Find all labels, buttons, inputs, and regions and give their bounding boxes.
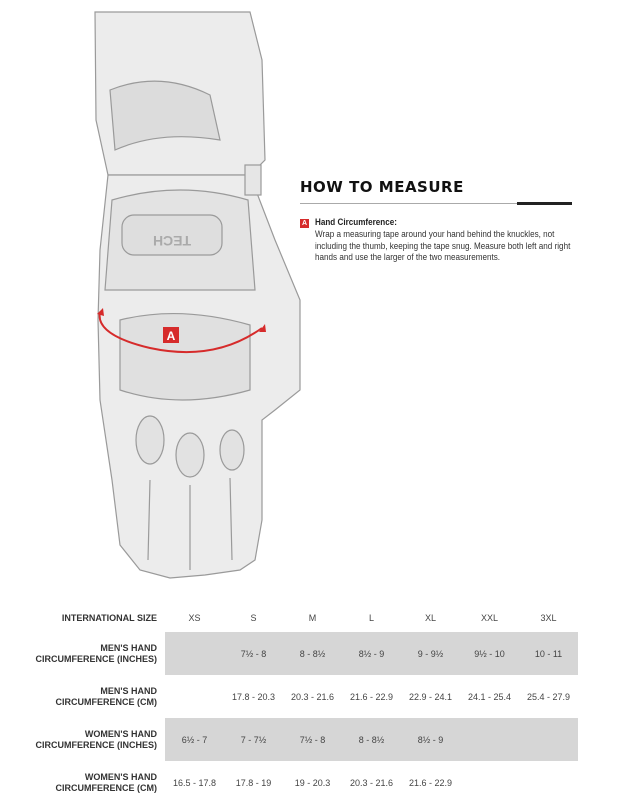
row-label-line: CIRCUMFERENCE (CM)	[55, 696, 158, 707]
table-cell	[460, 761, 519, 800]
size-header: S	[250, 613, 257, 623]
glove-illustration: A TECH	[94, 11, 301, 579]
table-cell: 8 - 8½	[342, 718, 401, 761]
table-cell: 19 - 20.3	[294, 777, 331, 788]
table-cell	[165, 632, 224, 675]
table-cell: 22.9 - 24.1	[408, 691, 453, 702]
table-row: MEN'S HAND CIRCUMFERENCE (CM) 17.8 - 20.3 2…	[0, 675, 578, 718]
row-label-line: CIRCUMFERENCE (CM)	[55, 782, 158, 793]
table-row: WOMEN'S HAND CIRCUMFERENCE (INCHES) 6½ - 7…	[0, 718, 578, 761]
table-cell	[165, 675, 224, 718]
table-cell: 10 - 11	[519, 632, 578, 675]
row-label: MEN'S HAND CIRCUMFERENCE (CM)	[0, 675, 165, 718]
table-header-row: INTERNATIONAL SIZE XS S M L XL XXL 3XL	[0, 604, 578, 632]
table-cell: 21.6 - 22.9	[408, 777, 453, 788]
marker-a-label: A	[167, 329, 176, 343]
table-cell: 7½ - 8	[283, 718, 342, 761]
table-cell: 6½ - 7	[165, 718, 224, 761]
table-cell: 8 - 8½	[283, 632, 342, 675]
table-cell: 7 - 7½	[224, 718, 283, 761]
table-cell: 20.3 - 21.6	[349, 777, 394, 788]
table-cell: 20.3 - 21.6	[290, 691, 335, 702]
row-label: WOMEN'S HAND CIRCUMFERENCE (INCHES)	[0, 718, 165, 761]
row-label: MEN'S HAND CIRCUMFERENCE (INCHES)	[0, 632, 165, 675]
section-title: HOW TO MEASURE	[300, 178, 464, 196]
instruction-body: Wrap a measuring tape around your hand b…	[315, 229, 571, 262]
marker-a	[163, 327, 179, 343]
row-label-line: WOMEN'S HAND	[84, 728, 157, 739]
row-label-line: MEN'S HAND	[100, 685, 157, 696]
table-cell: 24.1 - 25.4	[467, 691, 512, 702]
table-cell: 8½ - 9	[401, 718, 460, 761]
row-label-line: CIRCUMFERENCE (INCHES)	[35, 653, 158, 664]
table-row: WOMEN'S HAND CIRCUMFERENCE (CM) 16.5 - 17.…	[0, 761, 578, 800]
table-cell: 17.8 - 19	[235, 777, 272, 788]
table-cell: 7½ - 8	[224, 632, 283, 675]
size-header: M	[308, 613, 317, 623]
size-header: 3XL	[540, 613, 557, 623]
size-header: XS	[188, 613, 201, 623]
size-table: INTERNATIONAL SIZE XS S M L XL XXL 3XL M…	[0, 604, 578, 800]
row-label-line: MEN'S HAND	[100, 642, 157, 653]
glove-logo: TECH	[153, 233, 191, 249]
table-cell: 17.8 - 20.3	[231, 691, 276, 702]
size-header: XXL	[480, 613, 498, 623]
row-label-line: WOMEN'S HAND	[84, 771, 157, 782]
divider-accent	[517, 202, 572, 205]
table-cell: 9 - 9½	[401, 632, 460, 675]
instruction-heading: Hand Circumference:	[315, 217, 397, 227]
table-cell	[460, 718, 519, 761]
row-label-line: CIRCUMFERENCE (INCHES)	[35, 739, 158, 750]
marker-a-badge: A	[300, 219, 309, 228]
size-header: XL	[424, 613, 436, 623]
table-cell: 21.6 - 22.9	[349, 691, 394, 702]
table-cell: 25.4 - 27.9	[526, 691, 571, 702]
divider	[300, 203, 572, 204]
row-label: WOMEN'S HAND CIRCUMFERENCE (CM)	[0, 761, 165, 800]
table-cell	[519, 718, 578, 761]
table-cell	[519, 761, 578, 800]
table-cell: 16.5 - 17.8	[172, 777, 217, 788]
table-cell: 8½ - 9	[342, 632, 401, 675]
measure-tape-arc	[98, 311, 263, 354]
table-cell: 9½ - 10	[460, 632, 519, 675]
header-label: INTERNATIONAL SIZE	[61, 612, 157, 623]
size-header: L	[368, 613, 374, 623]
